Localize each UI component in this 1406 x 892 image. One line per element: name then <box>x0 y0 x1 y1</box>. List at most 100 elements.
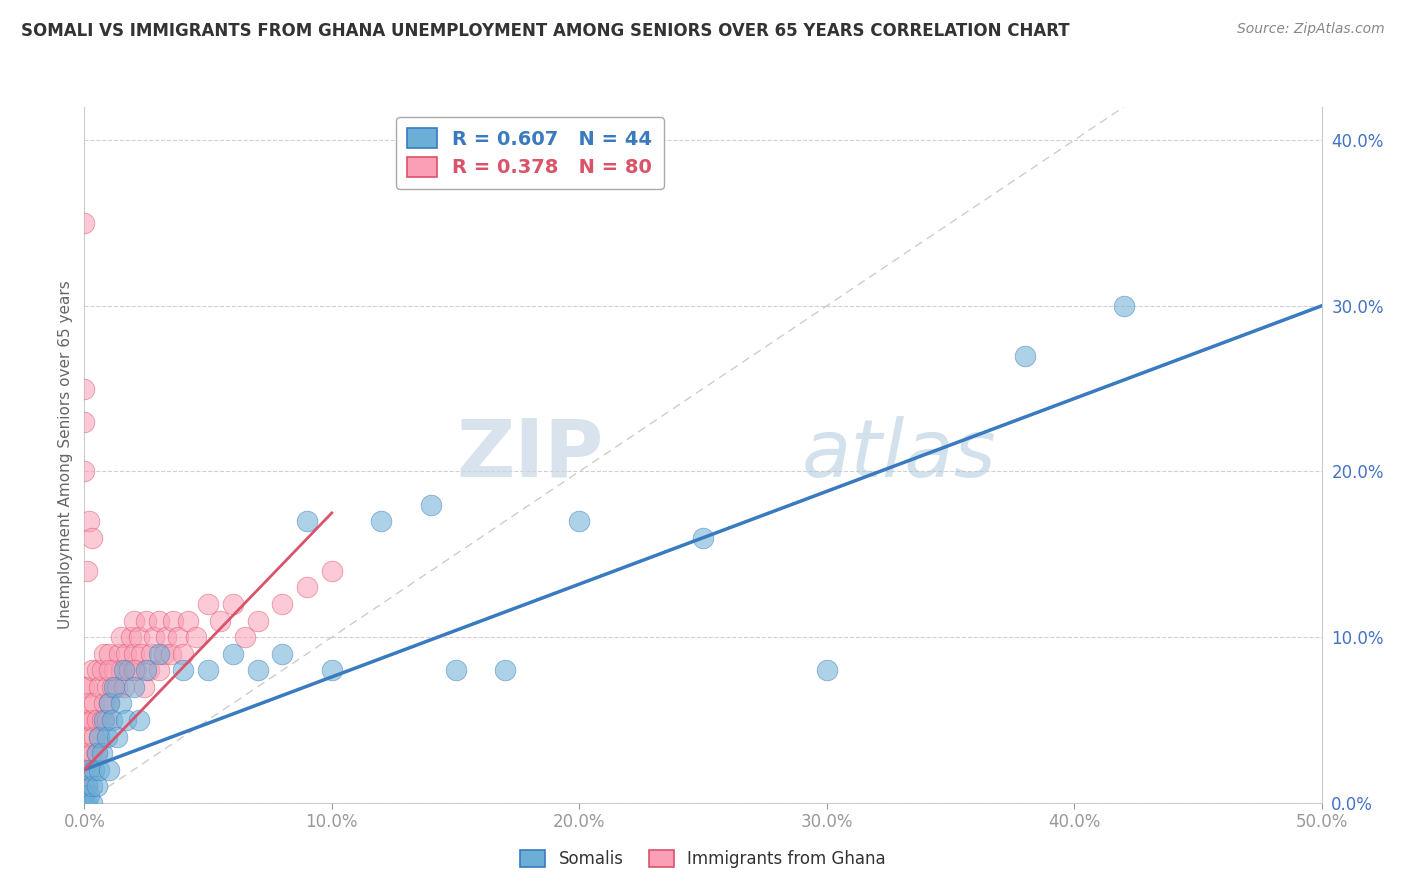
Point <box>148 647 170 661</box>
Point <box>105 730 128 744</box>
Point <box>79 763 101 777</box>
Point <box>80 531 103 545</box>
Point <box>108 647 131 661</box>
Text: Source: ZipAtlas.com: Source: ZipAtlas.com <box>1237 22 1385 37</box>
Point <box>233 630 256 644</box>
Point <box>73 796 96 810</box>
Point <box>80 779 103 793</box>
Point <box>73 713 96 727</box>
Point <box>115 647 138 661</box>
Point <box>122 614 145 628</box>
Point <box>152 647 174 661</box>
Point <box>177 614 200 628</box>
Point <box>73 796 96 810</box>
Point <box>98 763 121 777</box>
Point <box>79 788 101 802</box>
Point <box>112 680 135 694</box>
Point <box>98 647 121 661</box>
Point <box>80 796 103 810</box>
Point <box>141 647 163 661</box>
Point <box>76 746 98 760</box>
Point <box>76 713 98 727</box>
Point <box>73 216 96 230</box>
Point <box>80 663 103 677</box>
Point <box>162 614 184 628</box>
Point <box>89 730 111 744</box>
Point <box>89 730 111 744</box>
Point <box>100 713 122 727</box>
Point <box>98 697 121 711</box>
Point <box>132 680 155 694</box>
Point <box>83 730 105 744</box>
Point <box>73 415 96 429</box>
Legend: Somalis, Immigrants from Ghana: Somalis, Immigrants from Ghana <box>513 843 893 874</box>
Point <box>129 647 152 661</box>
Point <box>112 663 135 677</box>
Point <box>110 663 132 677</box>
Point <box>125 663 148 677</box>
Point <box>90 663 112 677</box>
Point <box>155 630 177 644</box>
Point <box>73 796 96 810</box>
Point <box>73 465 96 479</box>
Point <box>103 680 125 694</box>
Point <box>80 746 103 760</box>
Text: ZIP: ZIP <box>457 416 605 494</box>
Point <box>246 614 269 628</box>
Point <box>103 663 125 677</box>
Point <box>148 614 170 628</box>
Point <box>494 663 516 677</box>
Point <box>271 597 294 611</box>
Point <box>76 680 98 694</box>
Point <box>1112 299 1135 313</box>
Point <box>93 697 115 711</box>
Point <box>1014 349 1036 363</box>
Point <box>79 514 101 528</box>
Point <box>96 680 118 694</box>
Point <box>568 514 591 528</box>
Point <box>142 630 165 644</box>
Point <box>73 382 96 396</box>
Point <box>815 663 838 677</box>
Point <box>89 680 111 694</box>
Point <box>93 647 115 661</box>
Point <box>79 763 101 777</box>
Point <box>321 663 343 677</box>
Point <box>89 763 111 777</box>
Point <box>122 680 145 694</box>
Point <box>76 779 98 793</box>
Point <box>98 697 121 711</box>
Point <box>73 796 96 810</box>
Point <box>86 746 108 760</box>
Point <box>90 713 112 727</box>
Point <box>86 779 108 793</box>
Point <box>295 514 318 528</box>
Point <box>184 630 207 644</box>
Point <box>73 680 96 694</box>
Point <box>167 630 190 644</box>
Point <box>79 730 101 744</box>
Point <box>246 663 269 677</box>
Point <box>73 763 96 777</box>
Point <box>100 680 122 694</box>
Point <box>115 713 138 727</box>
Point <box>90 746 112 760</box>
Text: SOMALI VS IMMIGRANTS FROM GHANA UNEMPLOYMENT AMONG SENIORS OVER 65 YEARS CORRELA: SOMALI VS IMMIGRANTS FROM GHANA UNEMPLOY… <box>21 22 1070 40</box>
Point <box>128 713 150 727</box>
Point <box>120 630 142 644</box>
Y-axis label: Unemployment Among Seniors over 65 years: Unemployment Among Seniors over 65 years <box>58 281 73 629</box>
Point <box>96 730 118 744</box>
Point <box>76 779 98 793</box>
Point <box>83 763 105 777</box>
Point <box>271 647 294 661</box>
Point <box>172 663 194 677</box>
Point <box>86 663 108 677</box>
Point <box>79 697 101 711</box>
Point <box>128 630 150 644</box>
Point <box>80 713 103 727</box>
Point <box>73 779 96 793</box>
Point <box>692 531 714 545</box>
Point <box>321 564 343 578</box>
Point <box>148 663 170 677</box>
Point <box>197 663 219 677</box>
